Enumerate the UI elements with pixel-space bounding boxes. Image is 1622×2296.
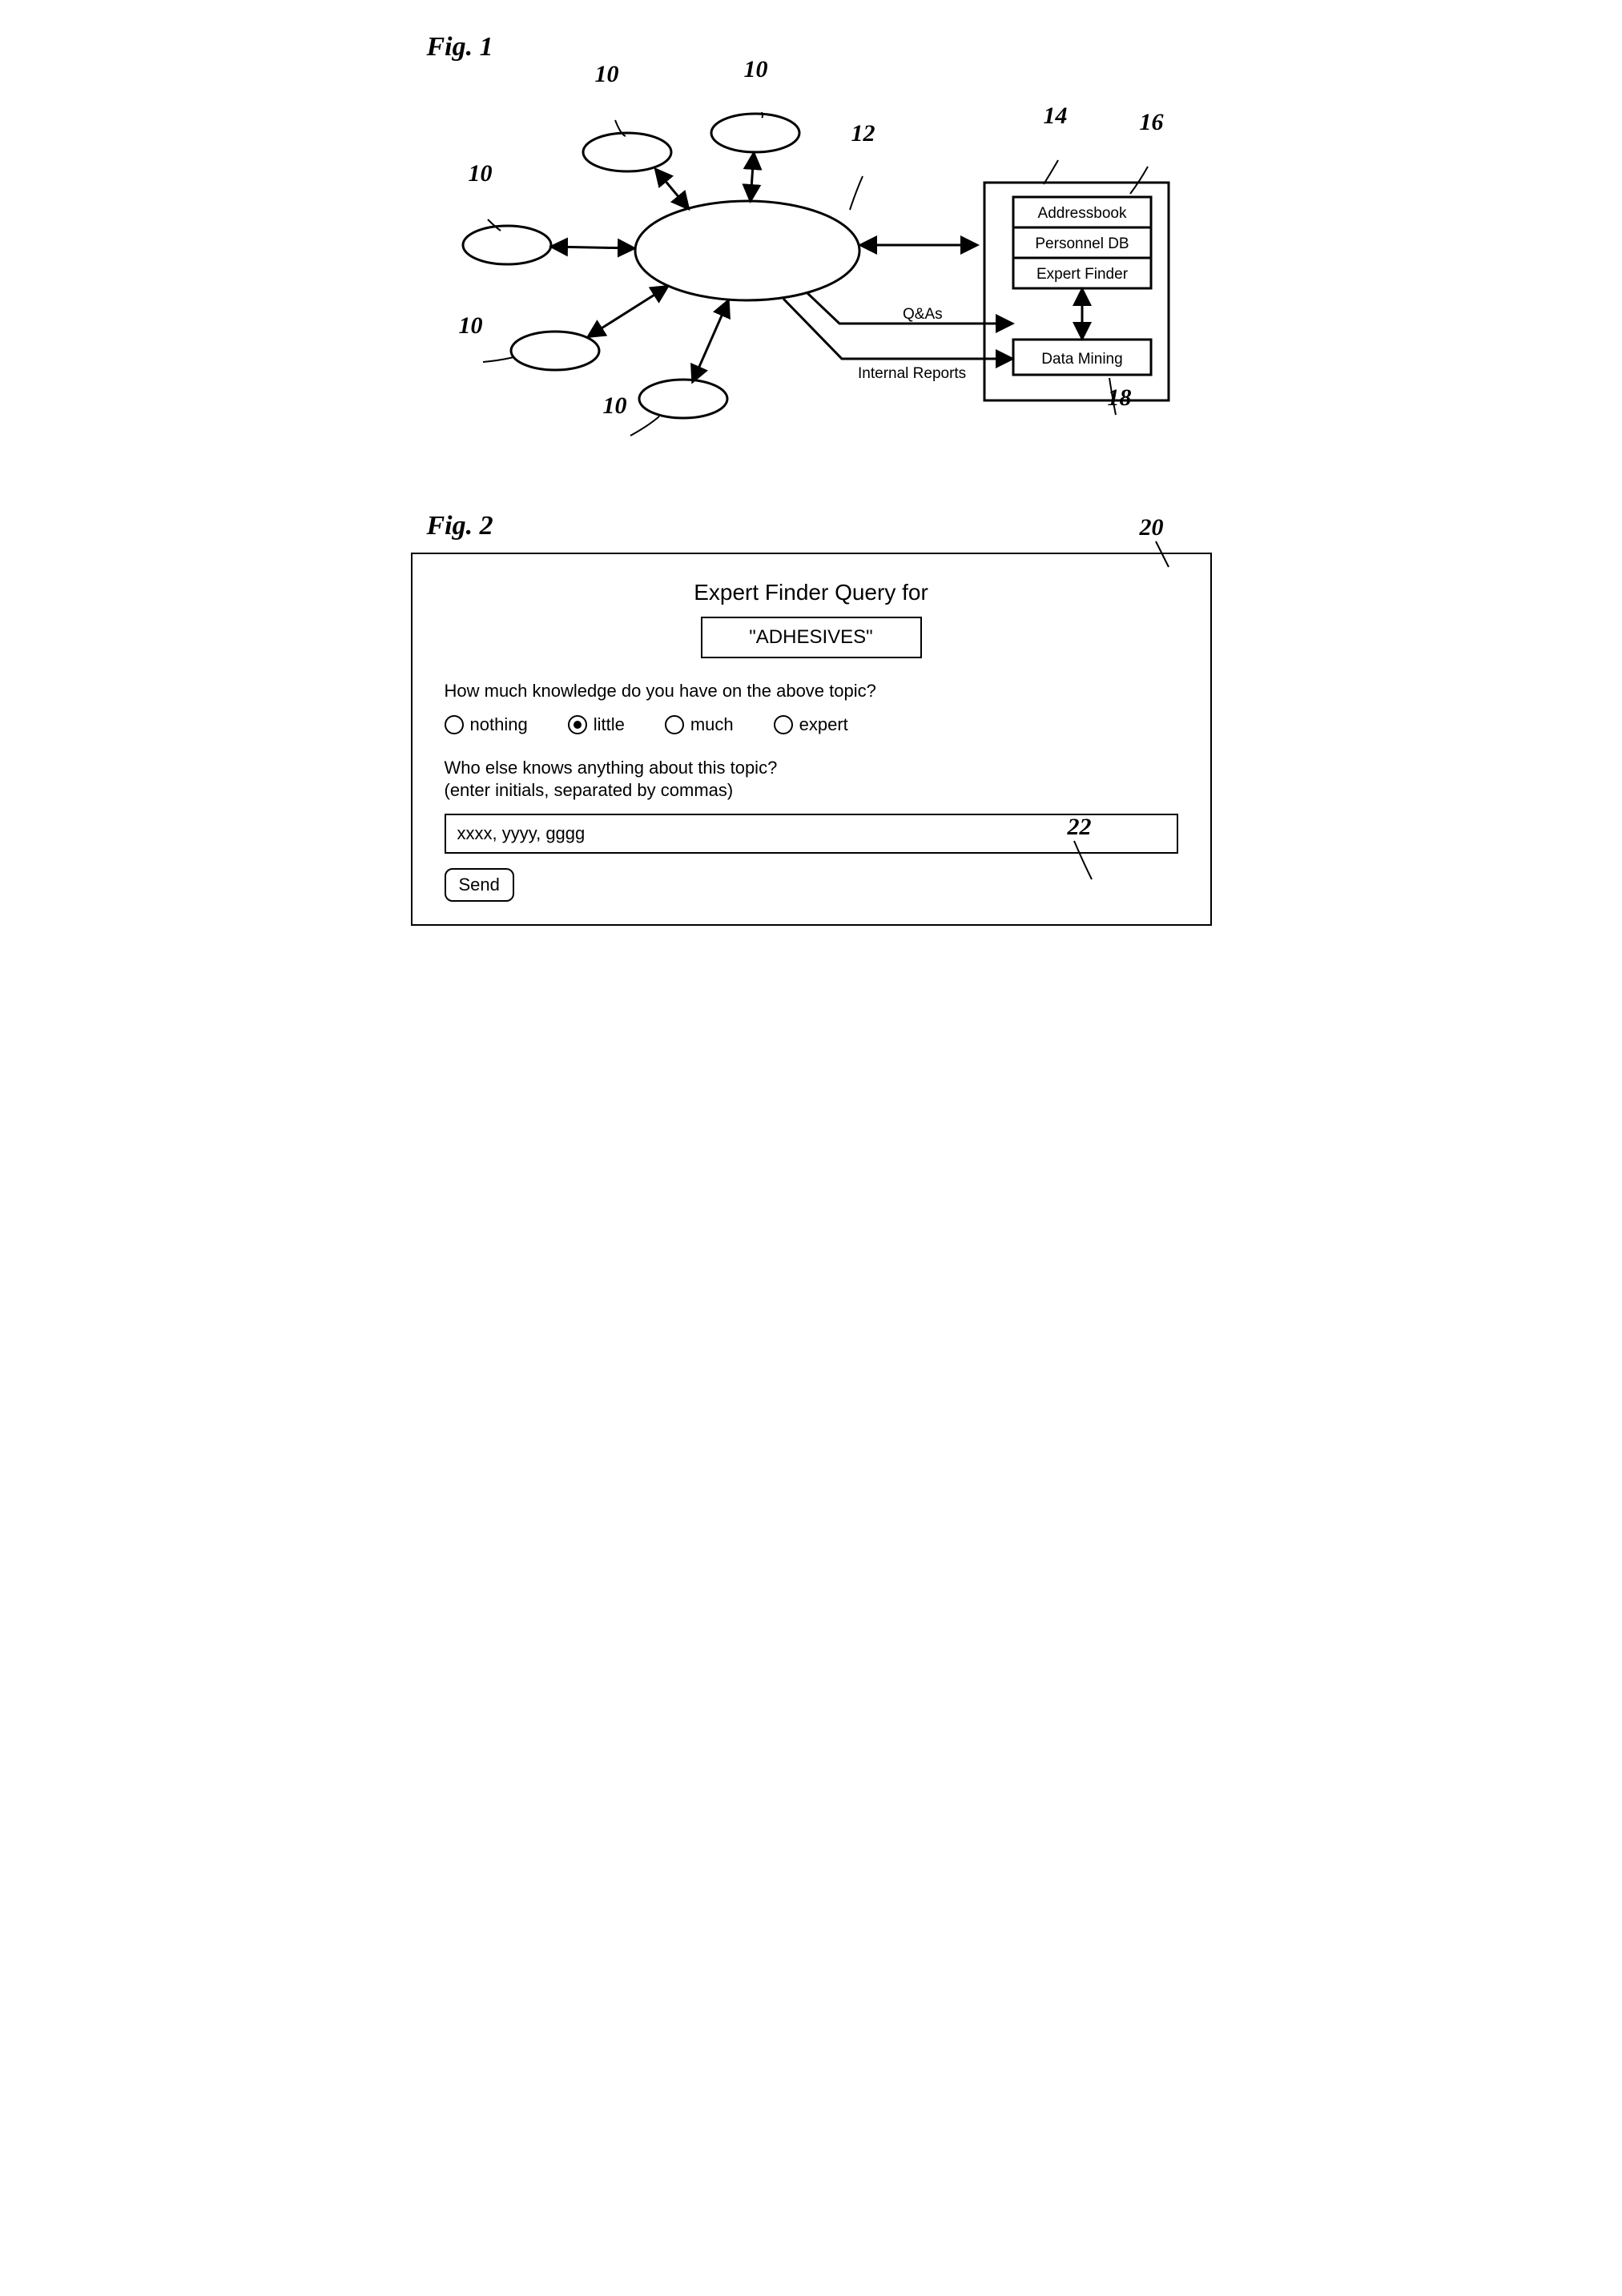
- ref-16: 16: [1140, 109, 1164, 136]
- link-b: [751, 154, 754, 200]
- send-button[interactable]: Send: [445, 868, 514, 902]
- client-node-e: [639, 380, 727, 418]
- topic-box: "ADHESIVES": [701, 617, 922, 658]
- client-node-d: [511, 332, 599, 370]
- client-node-a: [583, 133, 671, 171]
- fig2-section: Fig. 2 20 22 Expert Finder Query for "AD…: [411, 511, 1212, 926]
- form-title: Expert Finder Query for: [445, 580, 1178, 605]
- ref-10-e: 10: [603, 392, 627, 420]
- link-e: [693, 301, 728, 381]
- radio-nothing[interactable]: nothing: [445, 714, 528, 735]
- question-who-else-line2: (enter initials, separated by commas): [445, 780, 1178, 801]
- leader-12: [850, 176, 863, 210]
- addressbook-label: Addressbook: [1037, 205, 1126, 222]
- radio-nothing-label: nothing: [470, 714, 528, 735]
- ref-10-c: 10: [469, 160, 493, 187]
- radio-circle-icon: [568, 715, 587, 734]
- expertfinder-label: Expert Finder: [1036, 266, 1128, 283]
- radio-expert-label: expert: [799, 714, 848, 735]
- fig1-section: Fig. 1 10 10 10 10 10 12 14 16 18: [411, 32, 1212, 463]
- radio-much[interactable]: much: [665, 714, 734, 735]
- radio-circle-icon: [665, 715, 684, 734]
- leader-14: [1044, 160, 1058, 184]
- radio-much-label: much: [690, 714, 734, 735]
- fig1-label: Fig. 1: [427, 32, 1212, 62]
- radio-expert[interactable]: expert: [774, 714, 848, 735]
- question-knowledge: How much knowledge do you have on the ab…: [445, 681, 1178, 702]
- ref-10-b: 10: [744, 56, 768, 83]
- link-a: [656, 170, 688, 208]
- reports-line: [783, 299, 1012, 359]
- radio-circle-icon: [774, 715, 793, 734]
- leader-10d: [483, 357, 513, 362]
- radio-little[interactable]: little: [568, 714, 625, 735]
- radio-little-label: little: [594, 714, 625, 735]
- ref-10-a: 10: [595, 61, 619, 88]
- fig2-label: Fig. 2: [427, 511, 1212, 541]
- central-node: [635, 201, 859, 300]
- leader-10b: [762, 112, 763, 117]
- knowledge-radio-group: nothing little much expert: [445, 714, 1178, 735]
- reports-label: Internal Reports: [858, 365, 966, 382]
- radio-circle-icon: [445, 715, 464, 734]
- ref-12: 12: [851, 120, 875, 147]
- ref-10-d: 10: [459, 312, 483, 340]
- send-button-label: Send: [459, 875, 500, 895]
- datamining-label: Data Mining: [1041, 351, 1122, 368]
- leader-16: [1130, 167, 1148, 194]
- fig1-diagram: Addressbook Personnel DB Expert Finder D…: [411, 62, 1212, 463]
- radio-dot-icon: [574, 721, 582, 729]
- ref-18: 18: [1108, 384, 1132, 412]
- leader-10e: [630, 416, 659, 436]
- query-form: Expert Finder Query for "ADHESIVES" How …: [411, 553, 1212, 926]
- question-who-else-line1: Who else knows anything about this topic…: [445, 758, 1178, 778]
- link-d: [589, 287, 667, 336]
- initials-input[interactable]: xxxx, yyyy, gggg: [445, 814, 1178, 854]
- client-node-b: [711, 114, 799, 152]
- personneldb-label: Personnel DB: [1035, 235, 1129, 252]
- link-c: [552, 247, 634, 248]
- qa-label: Q&As: [903, 306, 943, 323]
- ref-14: 14: [1044, 103, 1068, 130]
- client-node-c: [463, 226, 551, 264]
